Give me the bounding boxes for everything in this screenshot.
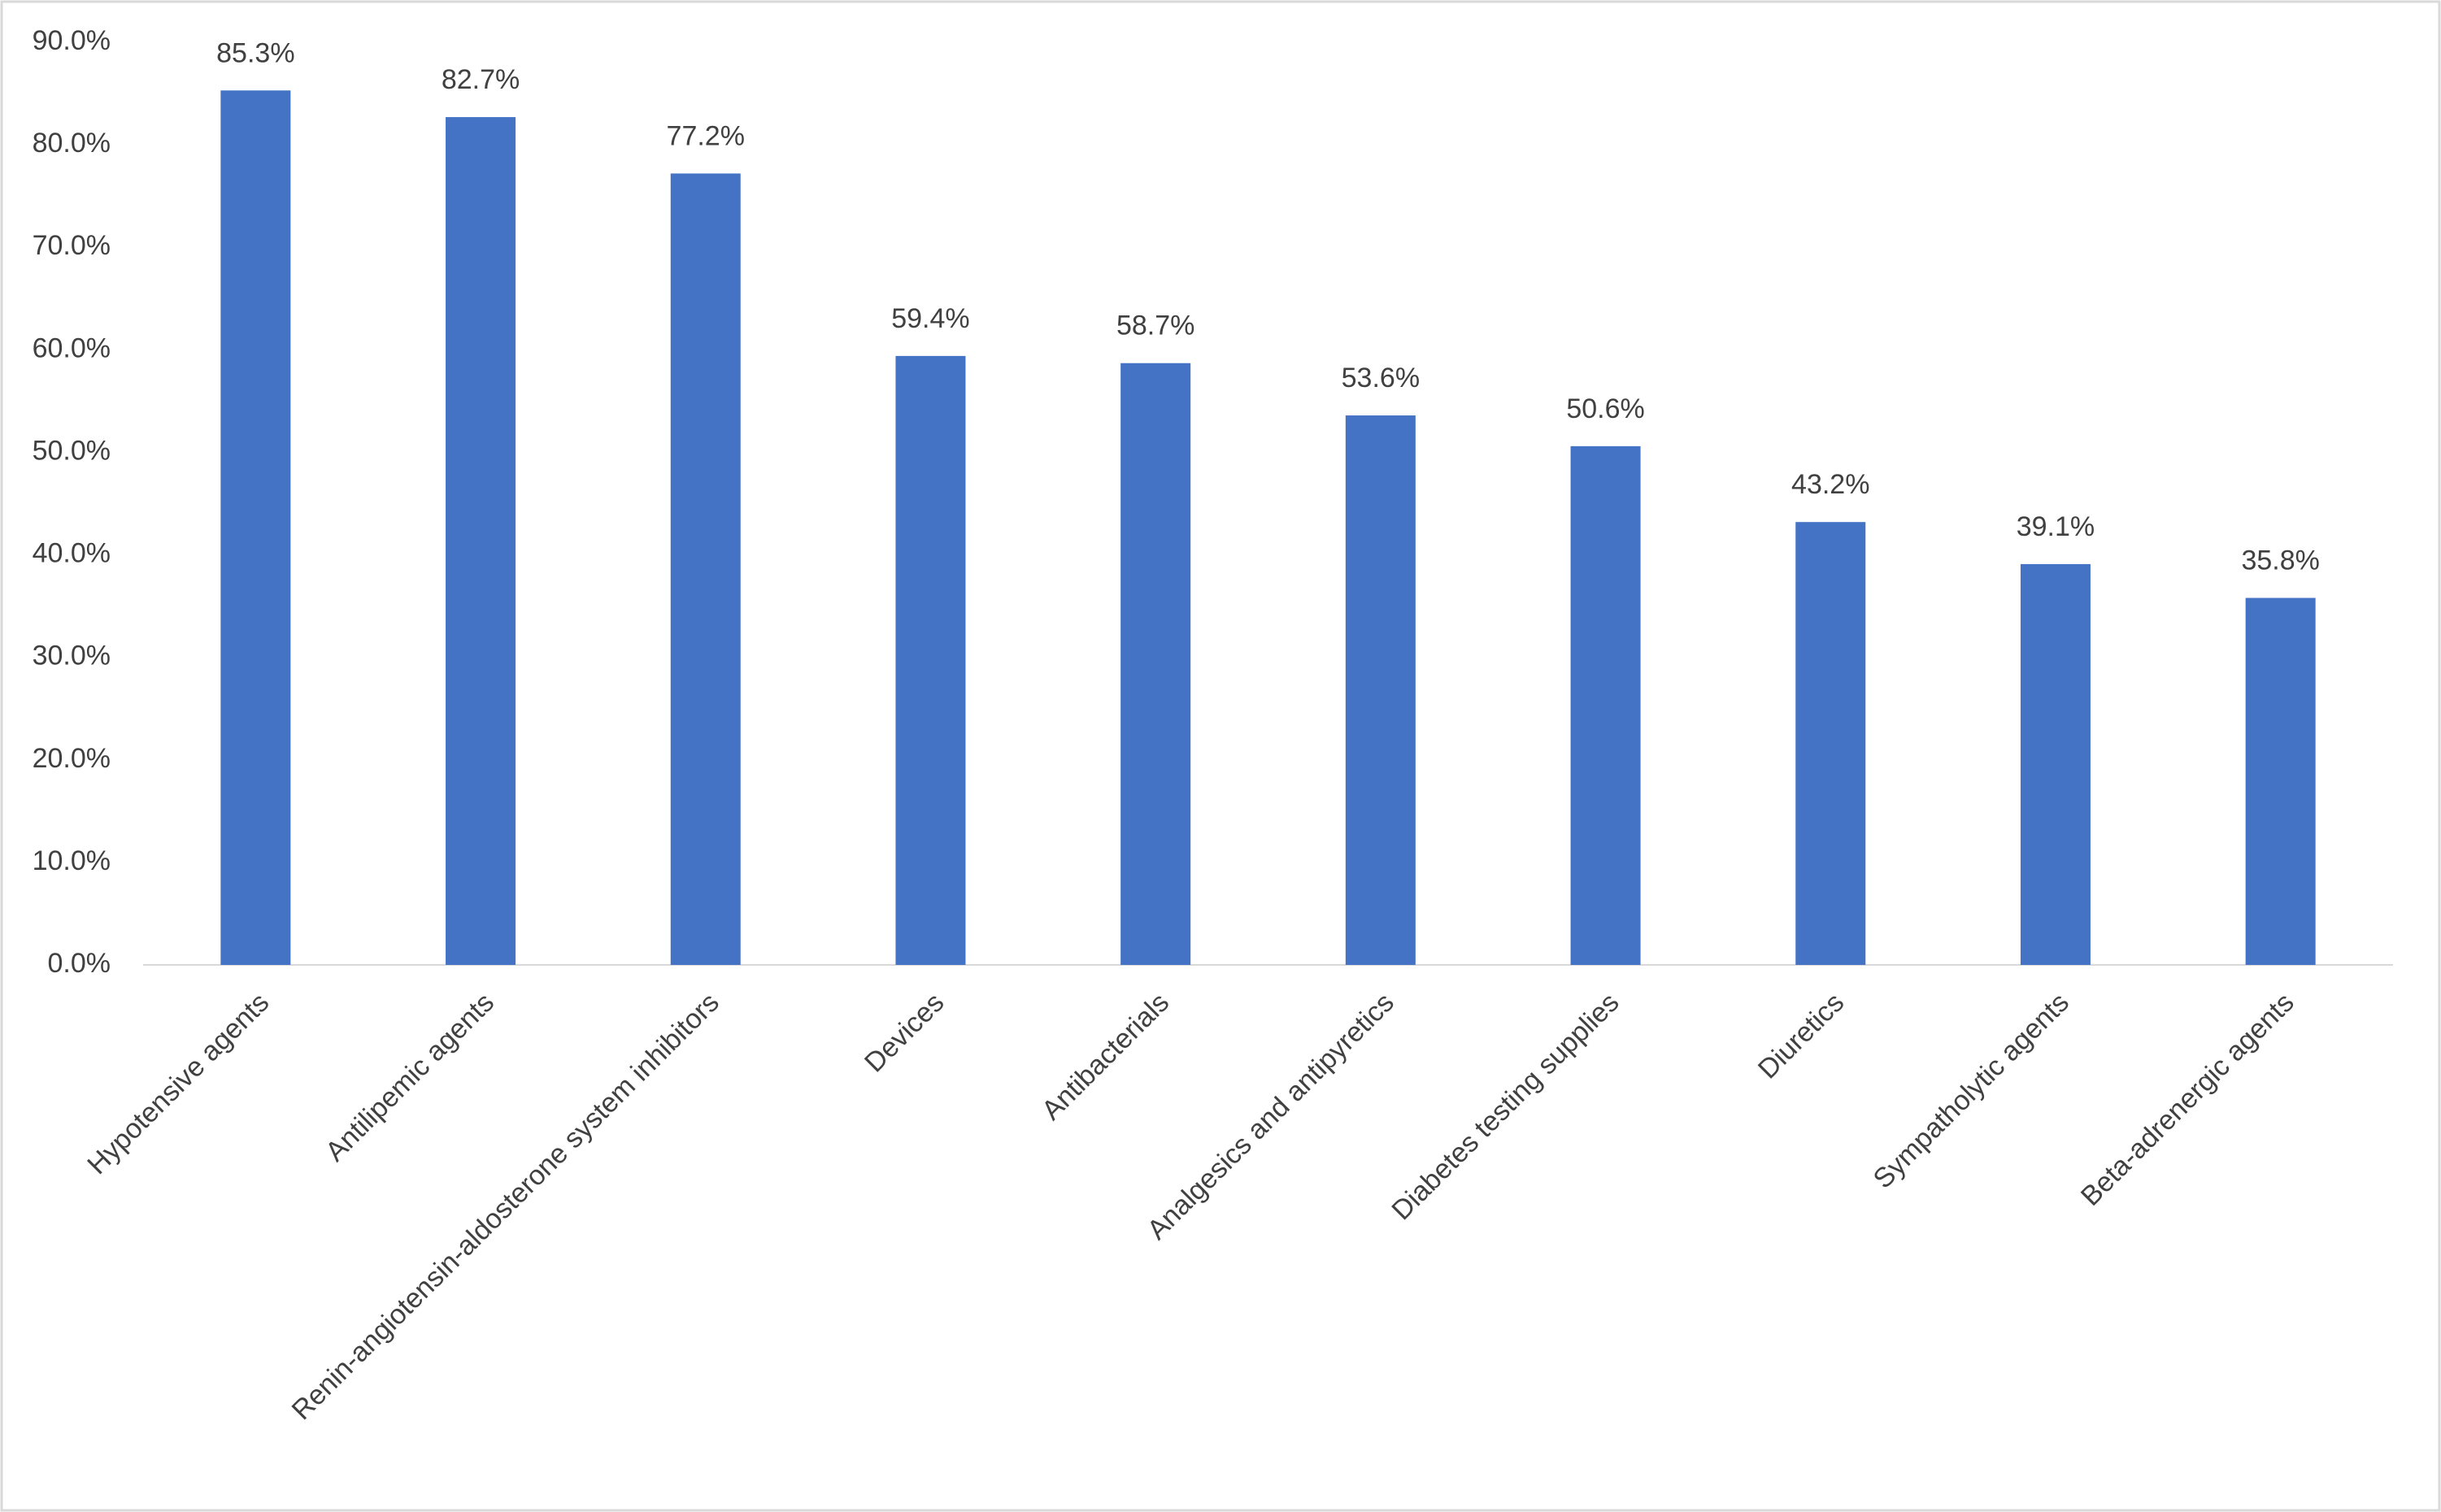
value-label: 39.1% [2017, 511, 2095, 542]
bar [1570, 445, 1641, 965]
y-tick-label: 80.0% [33, 128, 111, 159]
bar [1345, 415, 1416, 965]
y-tick-label: 60.0% [33, 332, 111, 363]
value-label: 43.2% [1791, 469, 1869, 500]
value-label: 77.2% [667, 120, 745, 151]
y-tick-label: 70.0% [33, 230, 111, 261]
y-tick-label: 30.0% [33, 641, 111, 671]
y-tick-label: 90.0% [33, 25, 111, 56]
bar [2245, 597, 2316, 965]
y-tick-label: 20.0% [33, 743, 111, 774]
y-tick-label: 50.0% [33, 435, 111, 466]
bar [1120, 363, 1191, 965]
bar [446, 117, 516, 965]
value-label: 53.6% [1342, 363, 1420, 393]
y-tick-label: 10.0% [33, 845, 111, 876]
value-label: 85.3% [216, 37, 294, 68]
bar [220, 90, 291, 966]
bar [670, 173, 741, 965]
y-tick-label: 0.0% [48, 948, 111, 979]
value-label: 59.4% [891, 303, 969, 334]
value-label: 58.7% [1116, 311, 1194, 341]
bar [1795, 522, 1866, 965]
value-label: 35.8% [2241, 545, 2319, 576]
value-label: 50.6% [1566, 393, 1644, 424]
y-tick-label: 40.0% [33, 538, 111, 569]
value-label: 82.7% [442, 64, 520, 95]
bar [895, 355, 966, 965]
bar [2020, 563, 2091, 965]
